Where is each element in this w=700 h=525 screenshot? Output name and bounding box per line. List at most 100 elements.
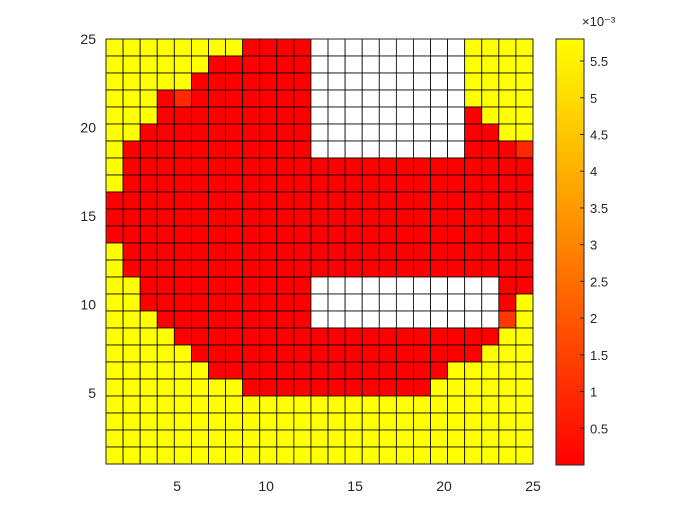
heatmap-cell (259, 395, 278, 414)
heatmap-cell (156, 446, 175, 465)
heatmap-cell (361, 429, 380, 448)
heatmap-cell (259, 55, 278, 74)
heatmap-cell (105, 293, 124, 312)
heatmap-cell (105, 412, 124, 431)
heatmap-cell (122, 174, 141, 193)
heatmap-cell (413, 310, 431, 329)
heatmap-cell (156, 242, 175, 261)
heatmap-cell (173, 72, 192, 91)
heatmap-cell (481, 55, 500, 74)
heatmap-cell (122, 55, 141, 74)
heatmap-cell (498, 38, 517, 57)
heatmap-cell (361, 412, 380, 431)
heatmap-cell (430, 191, 448, 210)
x-tick-label: 10 (258, 478, 274, 494)
heatmap-cell (242, 174, 261, 193)
heatmap-cell (498, 140, 517, 159)
heatmap-cell (208, 378, 226, 397)
heatmap-cell (413, 242, 431, 261)
heatmap-cell (105, 361, 124, 380)
heatmap-cell (156, 276, 175, 295)
heatmap-cell (395, 191, 414, 210)
heatmap-cell (190, 327, 209, 346)
heatmap-cell (378, 429, 397, 448)
heatmap-cell (293, 140, 312, 159)
heatmap-cell (156, 123, 175, 142)
heatmap-cell (327, 361, 346, 380)
heatmap-cell (395, 429, 414, 448)
heatmap-cell (464, 378, 483, 397)
heatmap-cell (105, 276, 124, 295)
heatmap-cell (327, 276, 346, 295)
heatmap-cell (259, 429, 278, 448)
heatmap-cell (327, 106, 346, 125)
heatmap-cell (327, 259, 346, 278)
heatmap-cell (208, 242, 226, 261)
heatmap-cell (242, 242, 261, 261)
heatmap-cell (122, 310, 141, 329)
heatmap-cell (395, 242, 414, 261)
heatmap-cell (515, 327, 534, 346)
heatmap-cell (139, 55, 158, 74)
heatmap-cell (344, 140, 363, 159)
heatmap-cell (327, 344, 346, 363)
heatmap-cell (293, 293, 312, 312)
heatmap-cell (156, 191, 175, 210)
heatmap-cell (464, 157, 483, 176)
heatmap-cell (361, 378, 380, 397)
heatmap-cell (464, 259, 483, 278)
heatmap-cell (464, 123, 483, 142)
heatmap-cell (139, 310, 158, 329)
heatmap-cell (361, 395, 380, 414)
heatmap-cell (498, 191, 517, 210)
heatmap-cell (498, 293, 517, 312)
heatmap-cell (208, 208, 226, 227)
y-tick-label: 20 (80, 120, 96, 136)
y-tick-label: 10 (80, 297, 96, 313)
heatmap-cell (498, 412, 517, 431)
heatmap-cell (344, 55, 363, 74)
heatmap-cell (105, 208, 124, 227)
heatmap-cell (139, 361, 158, 380)
heatmap-cell (413, 327, 431, 346)
heatmap-cell (310, 429, 329, 448)
heatmap-cell (430, 157, 448, 176)
heatmap-cell (276, 72, 295, 91)
heatmap-cell (208, 344, 226, 363)
heatmap-cell (293, 327, 312, 346)
heatmap-cell (139, 123, 158, 142)
heatmap-cell (378, 225, 397, 244)
heatmap-cell (464, 344, 483, 363)
heatmap-cell (464, 293, 483, 312)
heatmap-cell (139, 72, 158, 91)
heatmap-cell (105, 429, 124, 448)
heatmap-cell (413, 361, 431, 380)
heatmap-cell (481, 38, 500, 57)
heatmap-cell (447, 446, 466, 465)
heatmap-cell (464, 429, 483, 448)
heatmap-cell (293, 72, 312, 91)
heatmap-cell (225, 106, 244, 125)
heatmap-cell (242, 276, 261, 295)
heatmap-cell (430, 276, 448, 295)
heatmap-cell (327, 378, 346, 397)
heatmap-cell (242, 106, 261, 125)
heatmap-cell (276, 106, 295, 125)
heatmap-cell (447, 208, 466, 227)
heatmap-cell (515, 38, 534, 57)
heatmap-cell (208, 429, 226, 448)
heatmap-cell (259, 72, 278, 91)
heatmap-cell (515, 106, 534, 125)
heatmap-cell (447, 276, 466, 295)
heatmap-cell (139, 106, 158, 125)
heatmap-cell (327, 242, 346, 261)
heatmap-cell (481, 327, 500, 346)
heatmap-cell (225, 446, 244, 465)
heatmap-cell (378, 140, 397, 159)
heatmap-cell (122, 140, 141, 159)
heatmap-cell (139, 446, 158, 465)
heatmap-cell (293, 378, 312, 397)
heatmap-cell (190, 72, 209, 91)
heatmap-cell (430, 361, 448, 380)
heatmap-cell (378, 72, 397, 91)
